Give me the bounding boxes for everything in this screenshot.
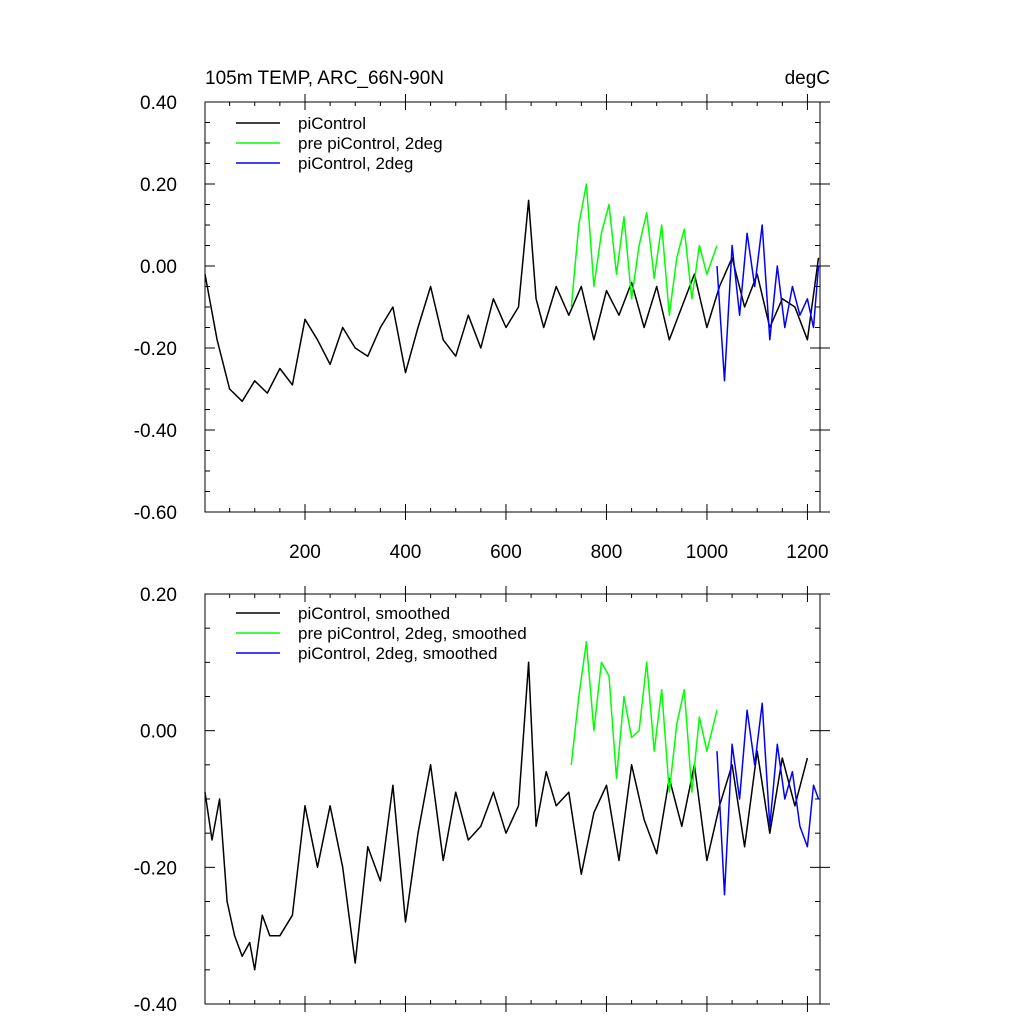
legend-label: piControl, 2deg [298, 154, 413, 173]
x-tick-label: 600 [490, 542, 522, 563]
legend-label: piControl, 2deg, smoothed [298, 644, 497, 663]
bottom-ticks: -0.40 -0.20 0.00 0.20 [134, 585, 830, 1016]
x-tick-label: 1000 [686, 542, 728, 563]
top-series-lines [204, 183, 820, 403]
bottom-panel: -0.40 -0.20 0.00 0.20 piControl, smoothedpr… [134, 585, 830, 1016]
y-tick-label: 0.20 [140, 585, 177, 606]
series-line-0 [204, 199, 820, 403]
x-tick-label: 400 [390, 542, 422, 563]
top-chart-title: 105m TEMP, ARC_66N-90N [205, 68, 444, 89]
legend-label: pre piControl, 2deg, smoothed [298, 624, 527, 643]
legend-label: piControl, smoothed [298, 604, 450, 623]
legend-label: piControl [298, 114, 366, 133]
series-line-0 [204, 661, 809, 971]
x-tick-label: 800 [591, 542, 623, 563]
y-tick-label: 0.20 [140, 175, 177, 196]
top-units-label: degC [785, 68, 830, 89]
y-tick-label: 0.00 [140, 257, 177, 278]
x-tick-label: 1200 [786, 542, 828, 563]
series-line-1 [570, 183, 718, 316]
y-tick-label: -0.40 [134, 421, 177, 442]
y-tick-label: 0.00 [140, 722, 177, 743]
y-tick-label: -0.20 [134, 858, 177, 879]
x-tick-label: 200 [289, 542, 321, 563]
series-line-2 [716, 224, 820, 382]
y-tick-label: -0.40 [134, 995, 177, 1016]
y-tick-label: -0.20 [134, 339, 177, 360]
legend-label: pre piControl, 2deg [298, 134, 443, 153]
series-line-1 [570, 641, 718, 793]
top-panel: 105m TEMP, ARC_66N-90N degC 200 400 600 800… [134, 68, 830, 563]
bottom-series-lines [204, 641, 820, 971]
y-tick-label: -0.60 [134, 503, 177, 524]
y-tick-label: 0.40 [140, 93, 177, 114]
top-ticks: 200 400 600 800 1000 1200 -0.60 -0.40 -0.20 0.00 0… [134, 93, 830, 563]
series-line-2 [716, 702, 820, 896]
